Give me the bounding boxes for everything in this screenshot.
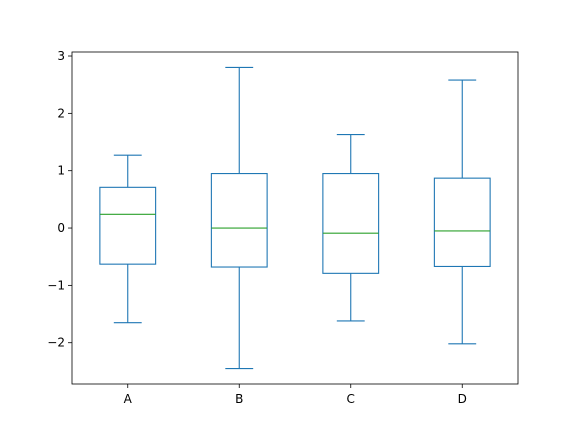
plot-frame: [71, 51, 519, 385]
iqr-box: [210, 173, 268, 268]
box-b: [210, 66, 268, 370]
x-tick-label: D: [458, 392, 467, 406]
iqr-box: [99, 186, 157, 265]
box-d: [433, 79, 491, 345]
iqr-box: [433, 177, 491, 268]
plot-frame-border: [71, 51, 519, 385]
y-tick-label: 2: [57, 106, 65, 120]
x-tick-label: C: [347, 392, 355, 406]
y-tick-label: −2: [47, 336, 65, 350]
x-tick-label: B: [235, 392, 243, 406]
y-axis: 3 2 1 0 −1 −2: [47, 49, 72, 350]
box-series: [99, 66, 491, 370]
y-tick-label: 1: [57, 164, 65, 178]
y-tick-label: 0: [57, 221, 65, 235]
x-tick-label: A: [124, 392, 133, 406]
y-tick-label: −1: [47, 278, 65, 292]
iqr-box: [322, 173, 380, 274]
box-c: [322, 134, 380, 322]
y-tick-label: 3: [57, 49, 65, 63]
box-a: [99, 154, 157, 324]
x-axis: A B C D: [124, 384, 467, 406]
